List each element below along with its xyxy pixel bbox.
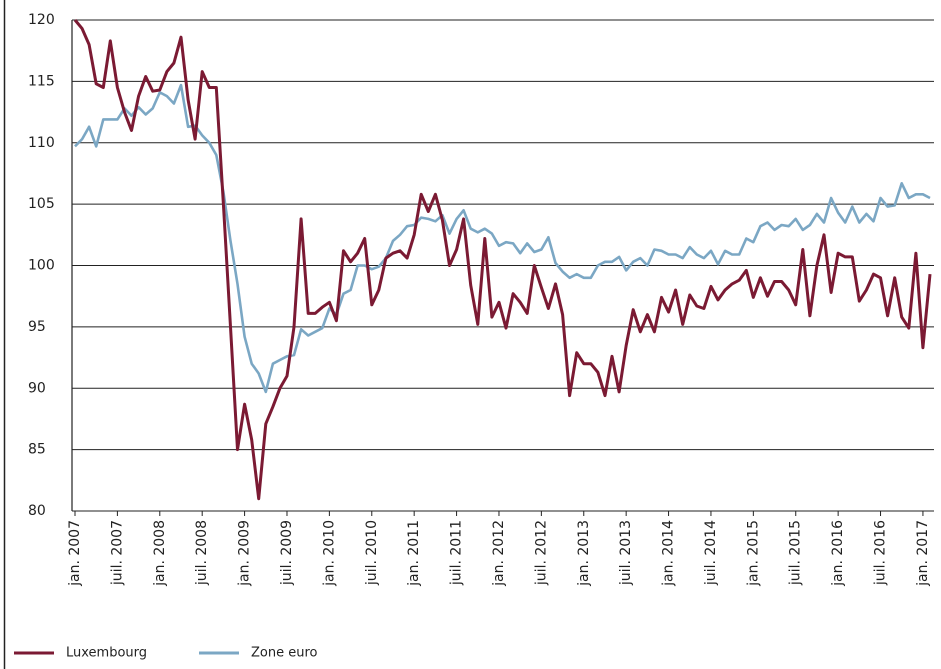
x-tick-label: juil. 2009 — [279, 520, 295, 586]
y-tick-label: 105 — [28, 196, 55, 212]
x-tick-label: juil. 2011 — [449, 520, 465, 586]
x-tick-label: juil. 2008 — [194, 520, 210, 586]
x-tick-label: juil. 2012 — [533, 520, 549, 586]
x-tick-label: juil. 2013 — [618, 520, 634, 586]
y-tick-label: 80 — [28, 503, 46, 519]
x-tick-label: juil. 2007 — [109, 520, 125, 586]
x-tick-label: juil. 2010 — [364, 520, 380, 586]
x-tick-label: juil. 2015 — [788, 520, 804, 586]
x-tick-label: jan. 2009 — [237, 520, 253, 587]
x-tick-label: jan. 2014 — [661, 520, 677, 587]
x-tick-label: jan. 2007 — [67, 520, 83, 587]
y-tick-label: 110 — [28, 135, 55, 151]
y-tick-label: 100 — [28, 258, 55, 274]
legend-label: Zone euro — [251, 646, 318, 661]
y-tick-label: 120 — [28, 12, 55, 28]
x-tick-label: jan. 2016 — [830, 520, 846, 587]
x-tick-label: jan. 2017 — [915, 520, 931, 587]
x-tick-label: jan. 2015 — [745, 520, 761, 587]
x-tick-label: jan. 2008 — [152, 520, 168, 587]
x-tick-label: jan. 2013 — [576, 520, 592, 587]
x-tick-label: jan. 2010 — [321, 520, 337, 587]
series-line — [74, 83, 931, 394]
x-tick-label: jan. 2011 — [406, 520, 422, 587]
x-tick-label: juil. 2014 — [703, 520, 719, 586]
y-tick-label: 115 — [28, 73, 55, 89]
legend-label: Luxembourg — [66, 646, 147, 661]
y-tick-label: 90 — [28, 380, 46, 396]
x-tick-label: juil. 2016 — [873, 520, 889, 586]
y-tick-label: 85 — [28, 442, 46, 458]
x-tick-label: jan. 2012 — [491, 520, 507, 587]
y-tick-label: 95 — [28, 319, 46, 335]
series-line — [73, 19, 932, 501]
